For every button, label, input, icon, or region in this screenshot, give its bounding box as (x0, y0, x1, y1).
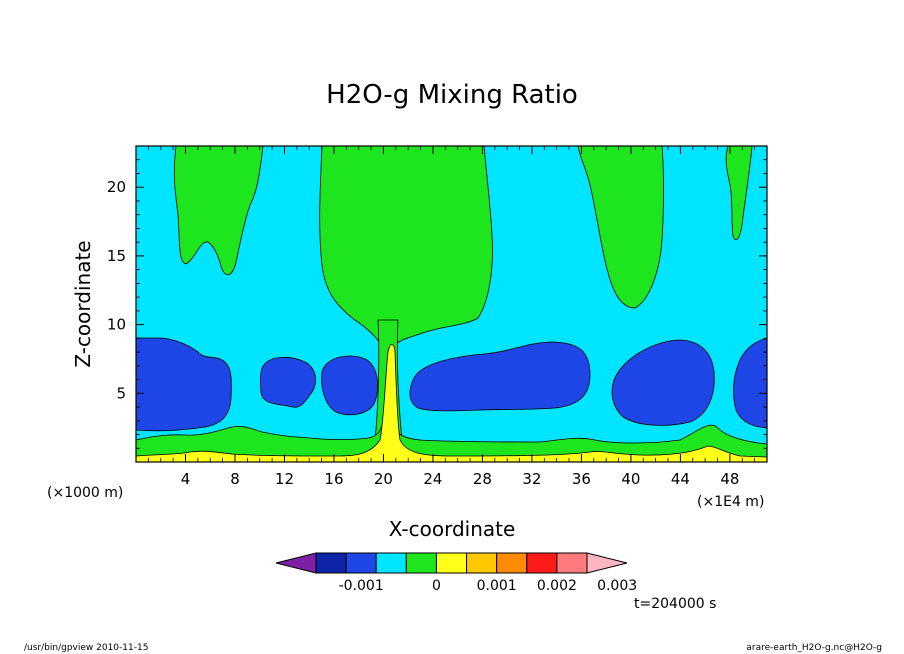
region-dry-1 (136, 337, 232, 432)
region-upper-moist-1 (173, 146, 264, 275)
y-tick-label: 5 (116, 384, 126, 402)
colorbar-swatch (526, 552, 558, 574)
colorbar-low-arrow (275, 552, 317, 574)
colorbar-swatch (405, 552, 437, 574)
x-tick-label: 20 (374, 470, 393, 488)
colorbar-swatch (315, 552, 347, 574)
region-dry-2 (259, 356, 316, 408)
colorbar-tick-label: -0.001 (339, 578, 384, 594)
y-axis: 5 10 15 20 (107, 145, 767, 449)
y-tick-label: 10 (107, 316, 126, 334)
x-tick-label: 24 (423, 470, 442, 488)
x-scale-note: (×1E4 m) (697, 494, 764, 510)
colorbar-tick-label: 0.001 (477, 578, 517, 594)
x-tick-label: 44 (671, 470, 690, 488)
region-dry-3 (321, 355, 378, 416)
plot-frame (135, 145, 768, 463)
x-tick-label: 28 (473, 470, 492, 488)
y-tick-label: 20 (107, 178, 126, 196)
x-tick-label: 12 (275, 470, 294, 488)
contour-field (136, 146, 767, 462)
region-surface-max (136, 344, 767, 462)
x-tick-label: 32 (522, 470, 541, 488)
x-axis: 4 8 12 16 20 24 28 32 36 40 44 48 (147, 146, 756, 488)
region-upper-moist-3 (577, 146, 664, 309)
colorbar-swatch (556, 552, 588, 574)
colorbar-swatch (375, 552, 407, 574)
colorbar-high-arrow (586, 552, 628, 574)
footer-right: arare-earth_H2O-g.nc@H2O-g (746, 643, 882, 653)
region-dry-6 (733, 337, 767, 429)
x-tick-label: 8 (230, 470, 240, 488)
chart-title: H2O-g Mixing Ratio (326, 80, 578, 110)
colorbar-swatch (345, 552, 377, 574)
colorbar-swatch (496, 552, 528, 574)
colorbar-swatch (466, 552, 498, 574)
colorbar-tick-label: 0 (432, 578, 441, 594)
x-tick-label: 48 (720, 470, 739, 488)
footer-left: /usr/bin/gpview 2010-11-15 (24, 643, 148, 653)
x-tick-label: 4 (181, 470, 191, 488)
y-axis-label: Z-coordinate (71, 240, 95, 367)
x-tick-label: 16 (324, 470, 343, 488)
colorbar-swatch (435, 552, 468, 574)
y-tick-label: 15 (107, 247, 126, 265)
region-dry-4 (409, 341, 591, 412)
time-label: t=204000 s (634, 596, 716, 612)
colorbar-tick-label: 0.002 (537, 578, 577, 594)
colorbar: -0.001 0 0.001 0.002 0.003 (275, 552, 637, 594)
x-unit-label: (×1000 m) (47, 485, 123, 501)
colorbar-tick-label: 0.003 (597, 578, 637, 594)
region-dry-5 (611, 339, 715, 426)
x-tick-label: 40 (621, 470, 640, 488)
region-upper-moist-2 (319, 146, 493, 353)
region-upper-moist-4 (725, 146, 753, 240)
x-axis-label: X-coordinate (389, 517, 516, 541)
x-tick-label: 36 (572, 470, 591, 488)
